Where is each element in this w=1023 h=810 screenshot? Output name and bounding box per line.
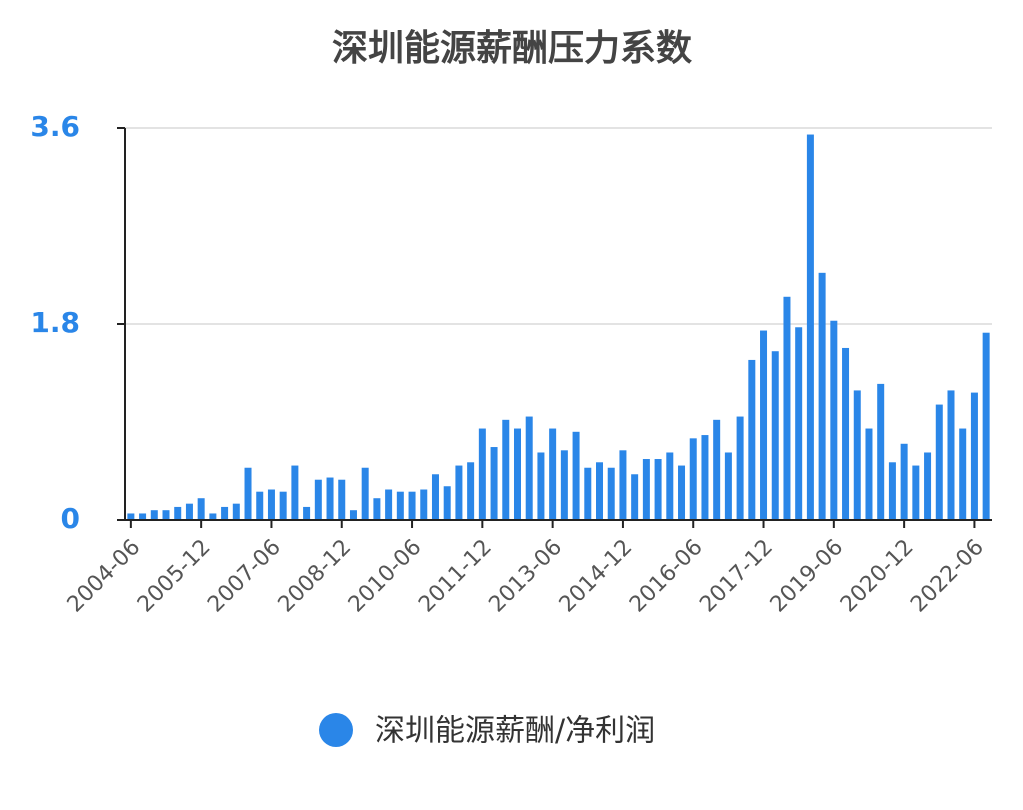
bar (935, 404, 943, 520)
bar (408, 491, 416, 520)
bar (525, 416, 533, 520)
x-tick-label: 2010-06 (344, 535, 427, 618)
bar (537, 452, 545, 520)
legend-marker (319, 713, 353, 747)
bar (326, 477, 334, 520)
bar (232, 503, 240, 520)
bar (760, 330, 768, 520)
bar (830, 320, 838, 520)
bar (619, 450, 627, 520)
bar (853, 390, 861, 520)
bar (385, 489, 393, 520)
bar (806, 134, 814, 521)
x-tick-label: 2011-12 (414, 535, 497, 618)
bar (420, 489, 428, 520)
bar (174, 506, 182, 520)
bar (736, 416, 744, 520)
bar (596, 462, 604, 520)
bar (303, 506, 311, 520)
bar (338, 479, 346, 520)
bar (678, 465, 686, 520)
x-tick-label: 2019-06 (766, 535, 849, 618)
bar (947, 390, 955, 520)
bar (982, 332, 990, 520)
bar (197, 498, 205, 520)
y-tick-label: 0 (61, 502, 80, 535)
bar (888, 462, 896, 520)
bar (713, 419, 721, 520)
bar (689, 438, 697, 520)
x-tick-label: 2020-12 (836, 535, 919, 618)
bar (783, 296, 791, 520)
bar (502, 419, 510, 520)
chart-title: 深圳能源薪酬压力系数 (332, 28, 692, 69)
bar (842, 347, 850, 520)
bar (900, 443, 908, 520)
bar (912, 465, 920, 520)
x-tick-label: 2016-06 (625, 535, 708, 618)
bar (701, 435, 709, 520)
bar (584, 467, 592, 520)
bar (455, 465, 463, 520)
bar (560, 450, 568, 520)
bar (549, 428, 557, 520)
x-tick-label: 2014-12 (555, 535, 638, 618)
bar (959, 428, 967, 520)
bar (162, 510, 170, 520)
bar (443, 486, 451, 520)
x-tick-label: 2005-12 (133, 535, 216, 618)
bar (396, 491, 404, 520)
bar (924, 452, 932, 520)
bar (150, 510, 158, 520)
legend-label: 深圳能源薪酬/净利润 (375, 714, 655, 749)
bar (431, 474, 439, 520)
x-tick-label: 2008-12 (274, 535, 357, 618)
bar (970, 392, 978, 520)
y-tick-label: 1.8 (30, 306, 80, 339)
bar (361, 467, 369, 520)
bar (139, 513, 147, 520)
bar (642, 459, 650, 520)
y-tick-label: 3.6 (30, 110, 80, 143)
x-tick-label: 2017-12 (695, 535, 778, 618)
bar (256, 491, 264, 520)
bar (467, 462, 475, 520)
bar (654, 459, 662, 520)
bar (724, 452, 732, 520)
bar (865, 428, 873, 520)
bar (666, 452, 674, 520)
bar (209, 513, 217, 520)
x-tick-label: 2013-06 (484, 535, 567, 618)
x-tick-label: 2022-06 (906, 535, 989, 618)
bar (244, 467, 252, 520)
x-tick-label: 2007-06 (203, 535, 286, 618)
bar (349, 510, 357, 520)
bar (572, 431, 580, 520)
bar (513, 428, 521, 520)
bar (267, 489, 275, 520)
bar (795, 327, 803, 520)
bar (478, 428, 486, 520)
bar (221, 506, 229, 520)
bar (631, 474, 639, 520)
bar (818, 272, 826, 520)
bar (877, 383, 885, 520)
bar (185, 503, 193, 520)
bar (607, 467, 615, 520)
bar (771, 351, 779, 520)
x-tick-label: 2004-06 (63, 535, 146, 618)
bar (314, 479, 322, 520)
bar (291, 465, 299, 520)
bar (748, 359, 756, 520)
bar (279, 491, 287, 520)
bar (373, 498, 381, 520)
bar (127, 513, 135, 520)
bar (490, 447, 498, 520)
